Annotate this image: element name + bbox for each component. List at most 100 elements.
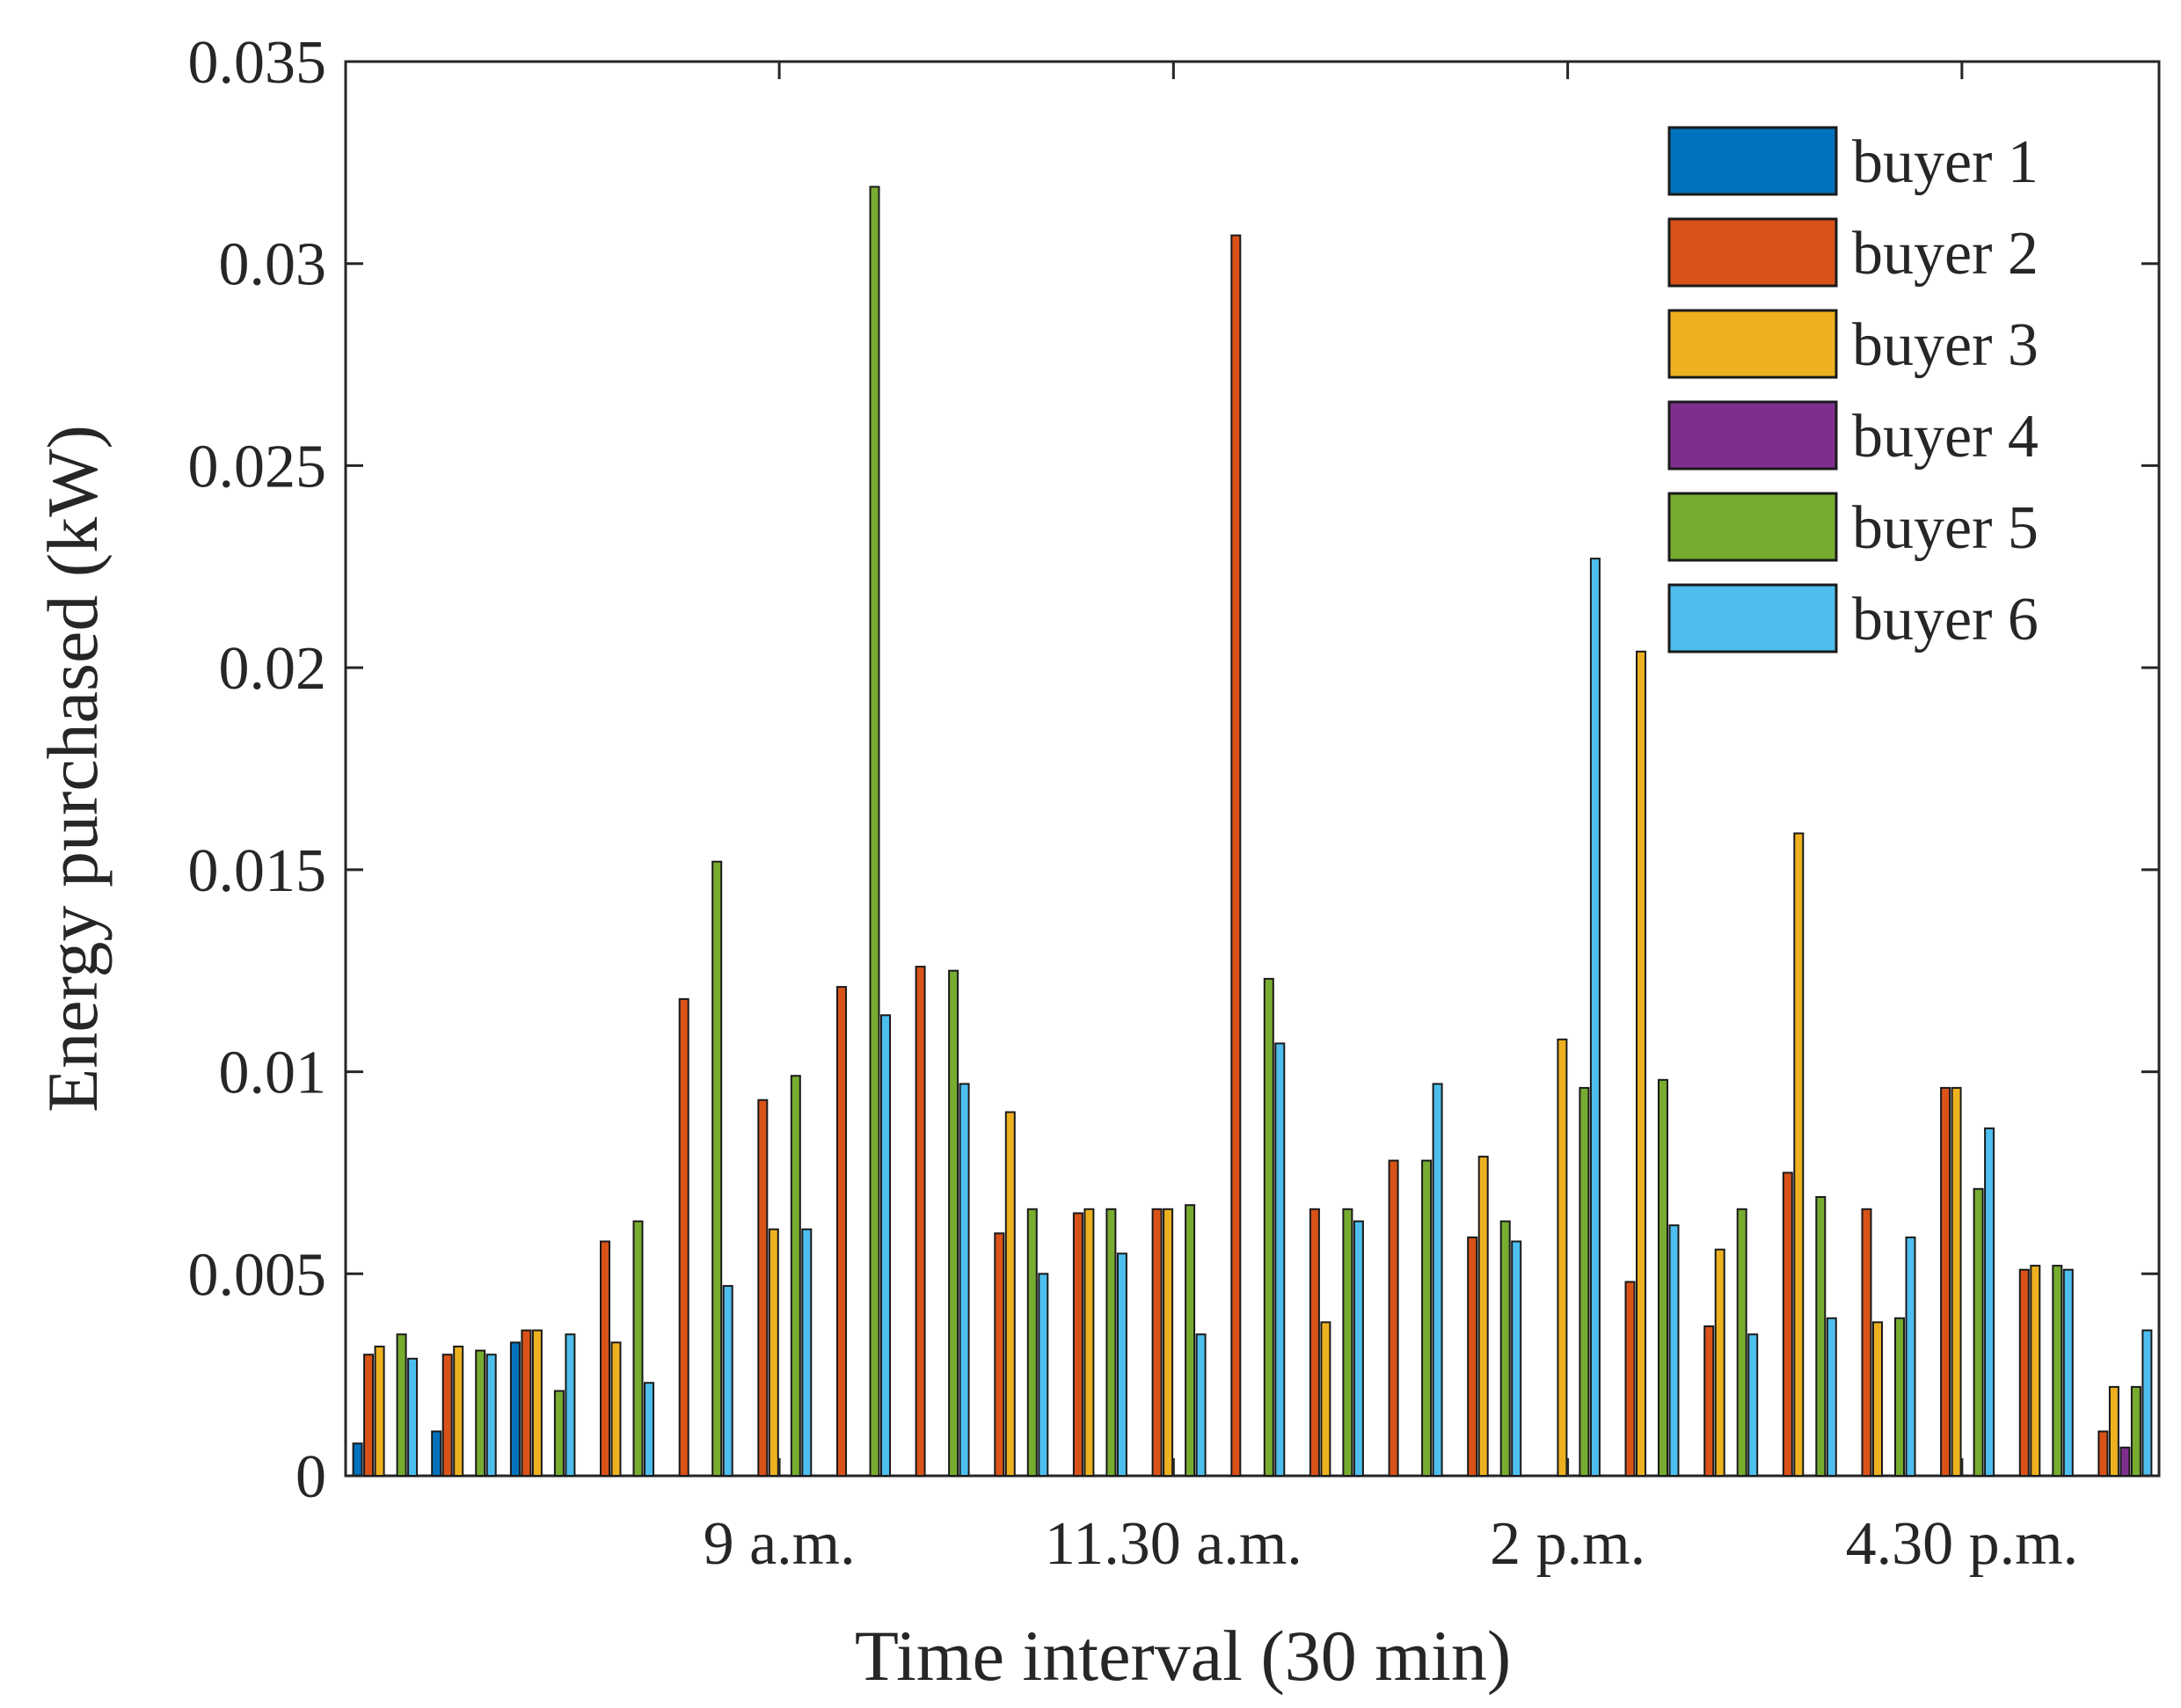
bar-buyer-6-interval-13 [1353,1220,1364,1477]
bar-buyer-6-interval-12 [1274,1042,1286,1478]
legend-box [1653,110,2093,673]
bar-buyer-3-interval-13 [1320,1321,1331,1478]
bar-buyer-3-interval-19 [1793,832,1805,1477]
bar-buyer-6-interval-5 [722,1285,733,1477]
bar-buyer-2-interval-6 [757,1099,769,1477]
bar-buyer-6-interval-1 [407,1357,419,1478]
bar-buyer-5-interval-13 [1342,1208,1353,1478]
bar-buyer-5-interval-21 [1973,1187,1984,1478]
bar-buyer-6-interval-14 [1432,1083,1443,1478]
y-tick-label: 0 [295,1443,326,1511]
bar-buyer-3-interval-20 [1872,1321,1883,1478]
bar-buyer-5-interval-22 [2052,1265,2063,1477]
bar-buyer-2-interval-15 [1467,1236,1478,1478]
legend-label: buyer 3 [1852,311,2039,379]
y-tick-label: 0.015 [188,837,327,905]
bar-buyer-3-interval-1 [374,1346,385,1477]
bar-buyer-6-interval-18 [1747,1333,1759,1477]
bar-buyer-5-interval-4 [632,1220,644,1477]
x-tick-label: 11.30 a.m. [1045,1510,1302,1578]
bar-buyer-1-interval-3 [509,1341,521,1478]
bar-buyer-6-interval-6 [801,1228,813,1477]
y-tick-label: 0.01 [219,1040,327,1107]
bar-buyer-5-interval-8 [948,969,959,1477]
legend-swatch [1667,126,1838,196]
bar-buyer-3-interval-9 [1004,1111,1016,1477]
bar-buyer-6-interval-10 [1116,1252,1127,1478]
x-axis-ticks: 9 a.m. 11.30 a.m. 2 p.m. 4.30 p.m. [704,62,2078,1578]
bar-buyer-2-interval-18 [1703,1325,1715,1477]
bar-buyer-6-interval-3 [565,1333,576,1477]
bar-buyer-2-interval-23 [2097,1430,2109,1477]
bar-buyer-5-interval-3 [553,1390,565,1477]
bar-buyer-5-interval-16 [1579,1086,1590,1478]
y-tick-label: 0.025 [188,433,327,500]
y-axis-title: Energy purchased (kW) [33,425,113,1113]
y-axis-ticks: 0 0.005 0.01 0.015 0.02 0.025 0.03 0.035 [188,29,2159,1511]
bar-buyer-2-interval-3 [521,1329,532,1477]
bar-buyer-5-interval-15 [1499,1220,1511,1477]
bar-buyer-5-interval-19 [1815,1196,1827,1477]
bar-buyer-5-interval-14 [1421,1159,1433,1477]
bar-buyer-3-interval-21 [1951,1086,1962,1478]
bars-group [352,186,2153,1478]
bar-buyer-3-interval-3 [531,1329,543,1477]
bar-buyer-2-interval-14 [1388,1159,1399,1477]
bar-buyer-6-interval-17 [1668,1224,1680,1477]
bar-buyer-6-interval-9 [1038,1273,1049,1478]
bar-buyer-2-interval-11 [1151,1208,1163,1478]
bar-buyer-2-interval-22 [2018,1268,2030,1477]
bar-buyer-2-interval-7 [836,986,847,1477]
bar-buyer-5-interval-17 [1658,1078,1668,1478]
bar-buyer-4-interval-23 [2119,1446,2131,1478]
legend-label: buyer 4 [1852,403,2039,471]
bar-buyer-2-interval-20 [1861,1208,1872,1478]
y-tick-label: 0.03 [219,231,327,299]
x-tick-label: 9 a.m. [704,1510,856,1578]
bar-buyer-2-interval-2 [441,1354,453,1477]
bar-buyer-6-interval-4 [644,1382,654,1478]
legend-swatch [1667,492,1838,562]
bar-buyer-1-interval-1 [352,1442,363,1477]
bar-buyer-3-interval-16 [1557,1038,1568,1478]
legend-label: buyer 2 [1852,220,2039,288]
bar-buyer-2-interval-13 [1309,1208,1320,1478]
bar-buyer-5-interval-23 [2130,1385,2141,1478]
bar-buyer-6-interval-16 [1589,558,1601,1477]
bar-buyer-6-interval-2 [485,1354,497,1477]
bar-buyer-6-interval-21 [1984,1127,1995,1478]
x-tick-label: 2 p.m. [1490,1510,1645,1578]
bar-buyer-6-interval-11 [1195,1333,1207,1477]
bar-buyer-6-interval-20 [1905,1236,1916,1478]
bar-buyer-5-interval-2 [475,1349,486,1477]
x-tick-label: 4.30 p.m. [1846,1510,2078,1578]
bar-buyer-5-interval-12 [1263,977,1274,1477]
legend: buyer 1 buyer 2 buyer 3 buyer 4 buyer 5 buyer… [1653,110,2093,673]
bar-buyer-6-interval-19 [1826,1317,1837,1478]
bar-buyer-3-interval-11 [1163,1208,1174,1478]
x-axis-title: Time interval (30 min) [855,1616,1511,1696]
bar-buyer-2-interval-10 [1072,1212,1083,1478]
bar-buyer-2-interval-19 [1782,1172,1793,1478]
bar-buyer-3-interval-18 [1714,1248,1725,1477]
y-tick-label: 0.005 [188,1241,327,1309]
bar-buyer-2-interval-5 [678,997,689,1477]
bar-buyer-5-interval-1 [396,1333,407,1477]
bar-buyer-2-interval-8 [915,966,926,1477]
bar-buyer-2-interval-17 [1624,1281,1636,1477]
bar-buyer-5-interval-10 [1105,1208,1117,1478]
bar-buyer-2-interval-1 [363,1354,375,1477]
bar-buyer-6-interval-8 [959,1083,970,1478]
bar-buyer-2-interval-9 [994,1232,1005,1478]
bar-buyer-3-interval-4 [610,1341,622,1478]
bar-buyer-5-interval-9 [1026,1208,1038,1478]
bar-buyer-3-interval-22 [2030,1265,2041,1477]
bar-buyer-6-interval-22 [2062,1268,2074,1477]
bar-buyer-6-interval-7 [880,1014,891,1478]
bar-buyer-5-interval-18 [1736,1208,1747,1478]
bar-buyer-5-interval-20 [1894,1317,1905,1478]
legend-swatch [1667,309,1838,379]
bar-buyer-5-interval-7 [869,186,880,1477]
bar-buyer-5-interval-11 [1185,1204,1196,1477]
bar-buyer-2-interval-21 [1940,1086,1951,1478]
